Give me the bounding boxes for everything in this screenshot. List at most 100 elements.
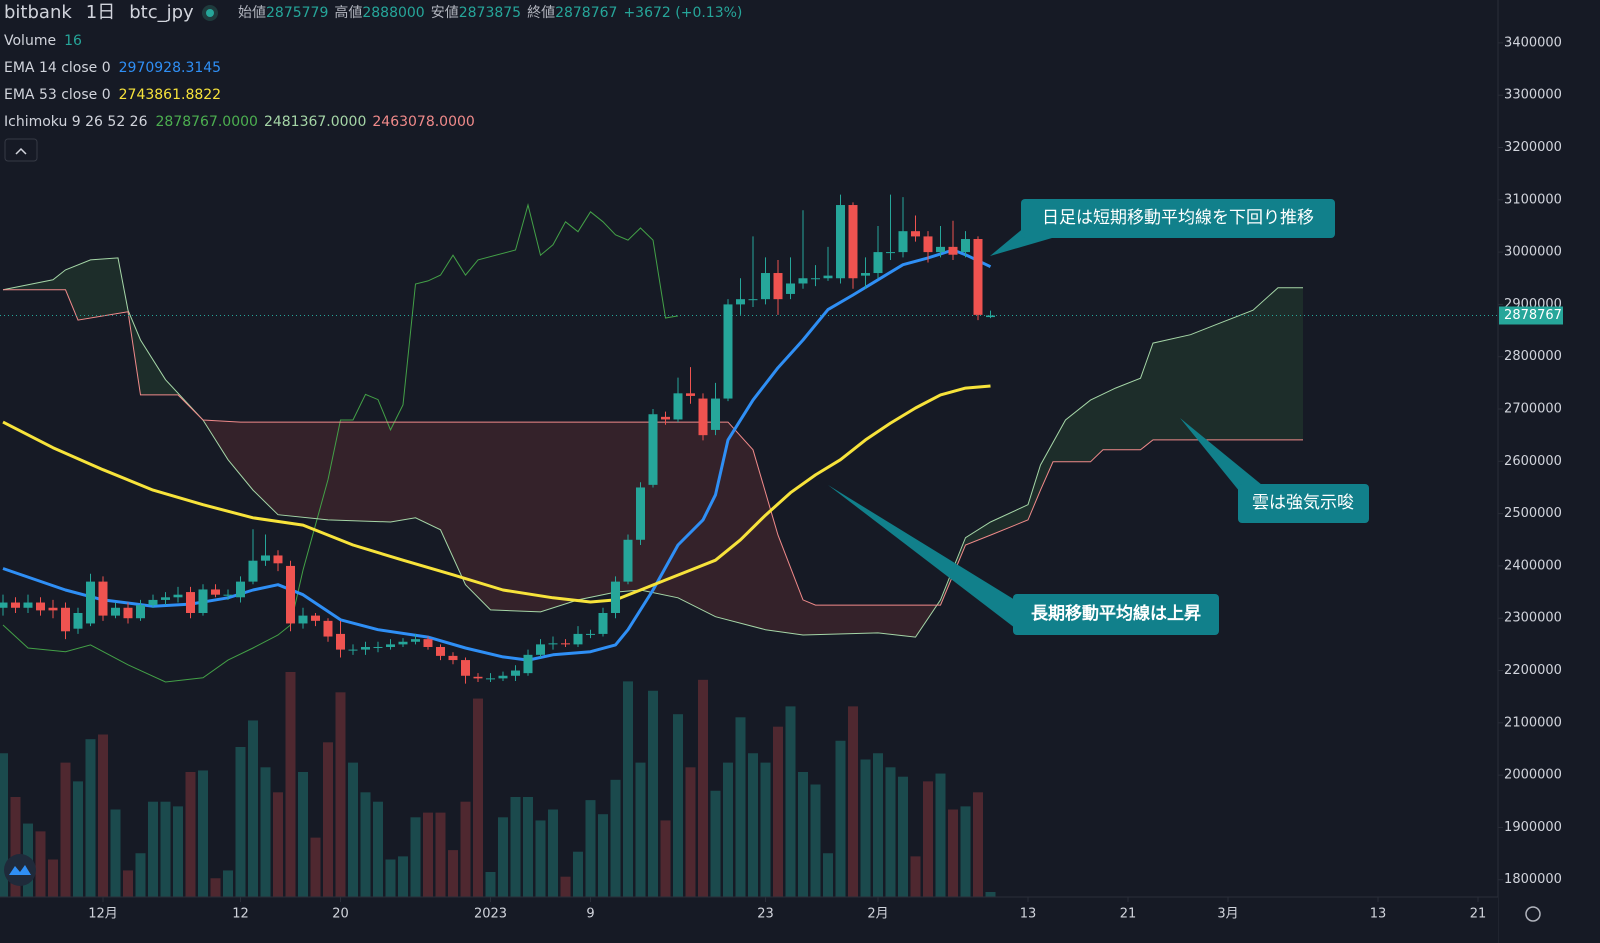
y-tick-label: 2200000 — [1504, 663, 1562, 678]
volume-bar — [335, 692, 346, 897]
x-tick-label: 12 — [232, 907, 249, 922]
ema-line — [2, 384, 991, 604]
annotations: 日足は短期移動平均線を下回り推移 雲は強気示唆 長期移動平均線は上昇 — [828, 199, 1369, 635]
ema14-legend: EMA 14 close 0 2970928.3145 — [4, 60, 221, 76]
volume-bar — [635, 762, 646, 897]
chevron-icon — [15, 147, 27, 155]
volume-bar — [60, 762, 71, 897]
candle-body — [423, 639, 433, 647]
volume-bar — [185, 772, 196, 897]
volume-bar — [398, 856, 408, 897]
volume-bar — [860, 759, 871, 897]
candle-body — [323, 620, 333, 637]
volume-bar — [310, 837, 321, 897]
legend-value: 16 — [64, 33, 82, 49]
volume-bar — [160, 801, 171, 897]
candle-body — [398, 641, 408, 645]
x-tick-label: 2月 — [867, 907, 888, 922]
volume-bar — [348, 762, 358, 897]
callout-text: 雲は強気示唆 — [1252, 493, 1354, 513]
volume-bar — [685, 767, 696, 897]
volume-bar — [73, 781, 83, 897]
y-tick-label: 1800000 — [1504, 872, 1562, 887]
status-dot — [206, 9, 214, 17]
ichimoku-span-b — [3, 289, 1303, 606]
candle-body — [511, 670, 520, 676]
candle-body — [761, 273, 770, 300]
callout-box — [1013, 594, 1219, 635]
volume-bar — [560, 876, 571, 897]
candle-body — [261, 555, 270, 561]
volume-bar — [835, 740, 846, 897]
legend-value: 2463078.0000 — [372, 114, 474, 130]
candle-body — [911, 231, 920, 237]
logo-icon — [9, 865, 31, 875]
volume-bar — [735, 717, 746, 897]
legend: bitbank 1日 btc_jpy 始値2875779 高値2888000 安値287… — [4, 2, 742, 162]
legend-name: EMA 53 close 0 — [4, 87, 111, 103]
y-tick-label: 2000000 — [1504, 768, 1562, 783]
last-price-box — [1499, 306, 1563, 325]
volume-bar — [648, 690, 658, 897]
volume-bar — [935, 773, 946, 897]
volume-bar — [373, 801, 383, 897]
volume-bar — [385, 859, 396, 897]
x-tick-label: 21 — [1470, 907, 1487, 922]
candle-body — [461, 660, 470, 676]
settings-icon[interactable] — [1525, 906, 1541, 922]
candle-body — [73, 612, 83, 629]
ohlc-header: 始値2875779 高値2888000 安値2873875 終値2878767 +367… — [238, 4, 742, 21]
volume-bar — [585, 800, 596, 897]
ema53-legend: EMA 53 close 0 2743861.8822 — [4, 87, 221, 103]
candle-body — [973, 239, 983, 315]
volume-bar — [660, 820, 671, 897]
volume-bar — [0, 753, 9, 897]
volume-bar — [148, 801, 158, 897]
ohlc-value: 2873875 — [459, 5, 521, 21]
volume-bar — [723, 762, 733, 897]
volume-bar — [98, 734, 108, 897]
candle-body — [523, 654, 533, 674]
volume-bar — [298, 772, 308, 897]
volume-bar — [623, 681, 633, 897]
volume-bar — [910, 856, 921, 897]
volume-bar — [948, 809, 958, 897]
candle-body — [786, 283, 795, 294]
callout-box — [1238, 484, 1369, 523]
volume-bar — [485, 872, 496, 897]
y-tick-label: 2800000 — [1504, 349, 1562, 364]
candle-body — [623, 539, 633, 582]
x-tick-label: 3月 — [1217, 907, 1238, 922]
y-tick-label: 3200000 — [1504, 140, 1562, 155]
y-tick-label: 3000000 — [1504, 245, 1562, 260]
volume-bar — [473, 698, 483, 897]
candle-body — [573, 633, 583, 645]
volume-bar — [848, 706, 858, 897]
x-tick-label: 13 — [1020, 907, 1037, 922]
y-tick-label: 2300000 — [1504, 611, 1562, 626]
time-axis-panel — [0, 897, 1498, 943]
legend-value: 2878767.0000 — [156, 114, 258, 130]
volume-legend: Volume 16 — [4, 33, 82, 49]
price-axis-panel — [1498, 0, 1600, 943]
volume-bar — [123, 870, 133, 897]
candle-body — [161, 597, 170, 600]
volume-bar — [135, 853, 146, 897]
candle-body — [798, 278, 808, 284]
candle-body — [86, 581, 95, 624]
logo[interactable] — [4, 854, 36, 886]
candle-body — [748, 299, 758, 301]
y-tick-label: 3100000 — [1504, 192, 1562, 207]
candle-body — [611, 581, 620, 613]
volume-bar — [110, 809, 121, 897]
volume-bar — [460, 801, 471, 897]
volume-bar — [273, 792, 283, 897]
candle-body — [961, 239, 970, 253]
candle-body — [936, 246, 945, 253]
candle-body — [198, 589, 208, 613]
volume-bar — [785, 706, 796, 897]
volume-bar — [35, 831, 46, 897]
candle-body — [861, 273, 870, 276]
candle-body — [898, 231, 908, 253]
x-tick-label: 2023 — [474, 907, 507, 922]
